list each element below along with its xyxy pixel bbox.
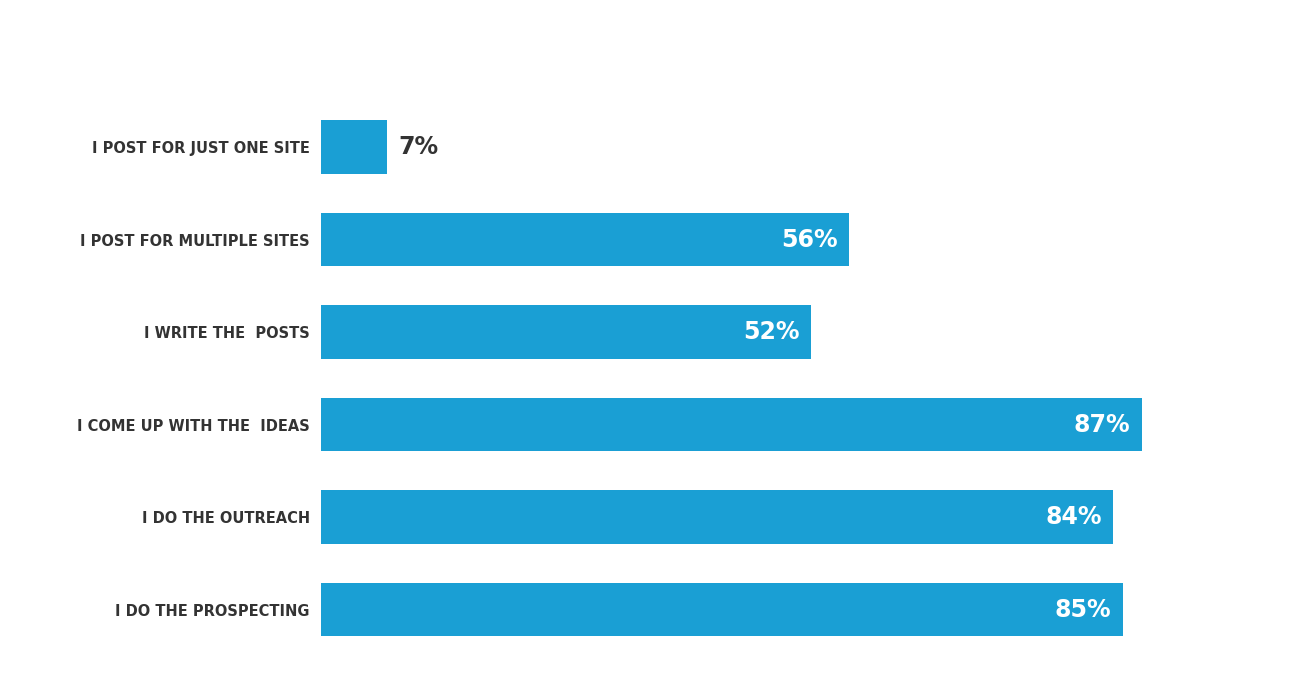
Bar [321,213,849,266]
Bar [321,305,811,359]
Bar [321,120,386,174]
Text: 56%: 56% [781,228,838,252]
Text: % of guest posters who do each of the following: % of guest posters who do each of the fo… [288,37,1022,66]
Text: 87%: 87% [1074,413,1131,437]
Text: 7%: 7% [398,135,439,159]
Text: 52%: 52% [744,320,800,344]
Bar [321,398,1141,451]
Text: 85%: 85% [1055,598,1111,622]
Bar [321,491,1114,544]
Text: 84%: 84% [1045,505,1102,529]
Bar [321,583,1123,636]
